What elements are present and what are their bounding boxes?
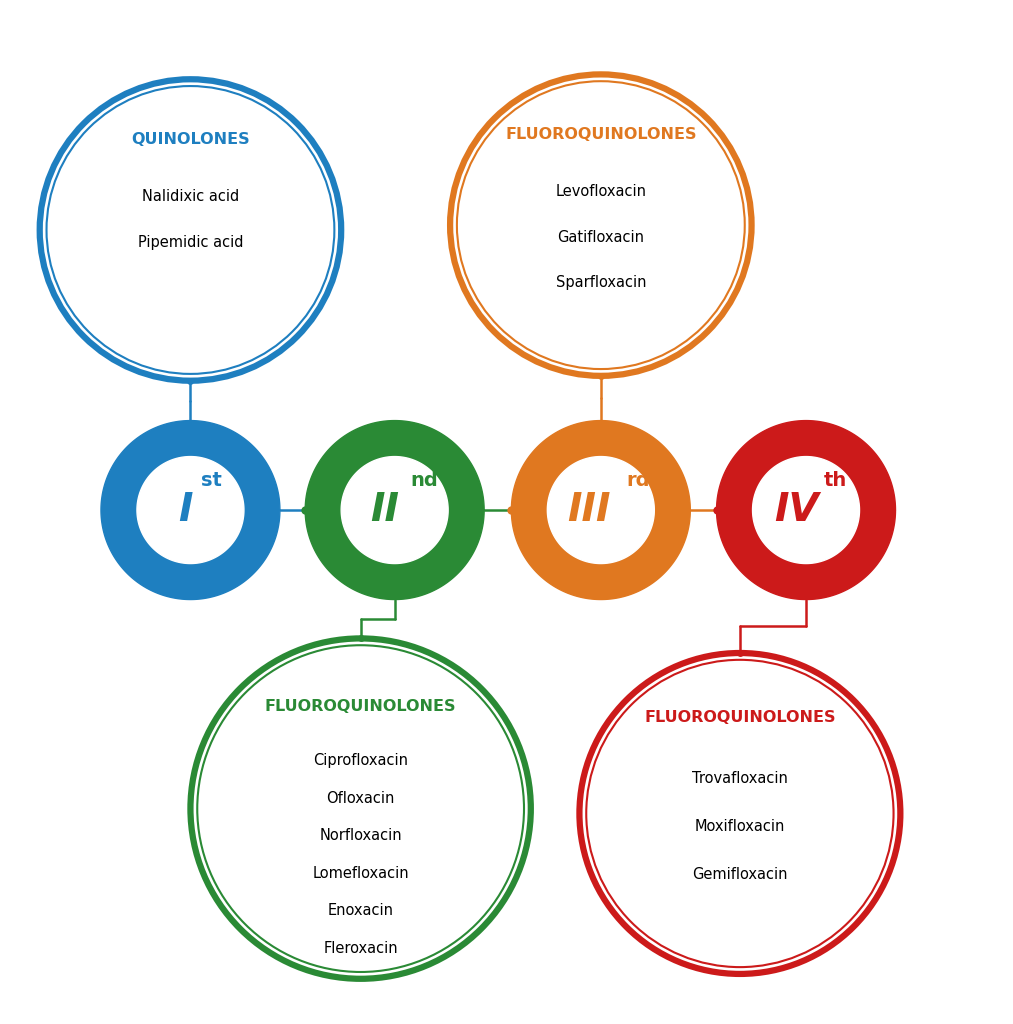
Text: Fleroxacin: Fleroxacin — [323, 941, 398, 955]
Circle shape — [577, 651, 903, 976]
Polygon shape — [101, 421, 280, 599]
Text: Norfloxacin: Norfloxacin — [319, 828, 402, 844]
Polygon shape — [753, 457, 859, 563]
Text: QUINOLONES: QUINOLONES — [131, 132, 250, 147]
Polygon shape — [341, 457, 448, 563]
Text: Lomefloxacin: Lomefloxacin — [312, 865, 409, 881]
Text: III: III — [567, 492, 611, 529]
Polygon shape — [512, 421, 690, 599]
Polygon shape — [137, 457, 244, 563]
Text: Pipemidic acid: Pipemidic acid — [138, 234, 243, 250]
Text: Ofloxacin: Ofloxacin — [326, 791, 395, 806]
Text: II: II — [371, 492, 399, 529]
Text: I: I — [178, 492, 192, 529]
Text: st: st — [202, 471, 222, 490]
Text: Nalidixic acid: Nalidixic acid — [142, 189, 239, 205]
Text: FLUOROQUINOLONES: FLUOROQUINOLONES — [505, 127, 697, 142]
Text: IV: IV — [774, 492, 819, 529]
Text: Ciprofloxacin: Ciprofloxacin — [313, 754, 408, 768]
Circle shape — [188, 637, 533, 981]
Text: Enoxacin: Enoxacin — [327, 903, 394, 919]
Text: Sparfloxacin: Sparfloxacin — [555, 274, 646, 290]
Text: nd: nd — [410, 471, 438, 490]
Polygon shape — [305, 421, 484, 599]
Text: Levofloxacin: Levofloxacin — [555, 184, 646, 200]
Circle shape — [448, 73, 754, 378]
Text: Moxifloxacin: Moxifloxacin — [695, 819, 785, 834]
Polygon shape — [716, 421, 895, 599]
Text: Trovafloxacin: Trovafloxacin — [692, 771, 788, 785]
Circle shape — [37, 77, 343, 383]
Text: Gatifloxacin: Gatifloxacin — [557, 229, 644, 245]
Polygon shape — [547, 457, 654, 563]
Text: rd: rd — [626, 471, 649, 490]
Text: th: th — [824, 471, 847, 490]
Text: FLUOROQUINOLONES: FLUOROQUINOLONES — [264, 699, 457, 714]
Text: Gemifloxacin: Gemifloxacin — [692, 867, 788, 882]
Text: FLUOROQUINOLONES: FLUOROQUINOLONES — [644, 710, 836, 725]
